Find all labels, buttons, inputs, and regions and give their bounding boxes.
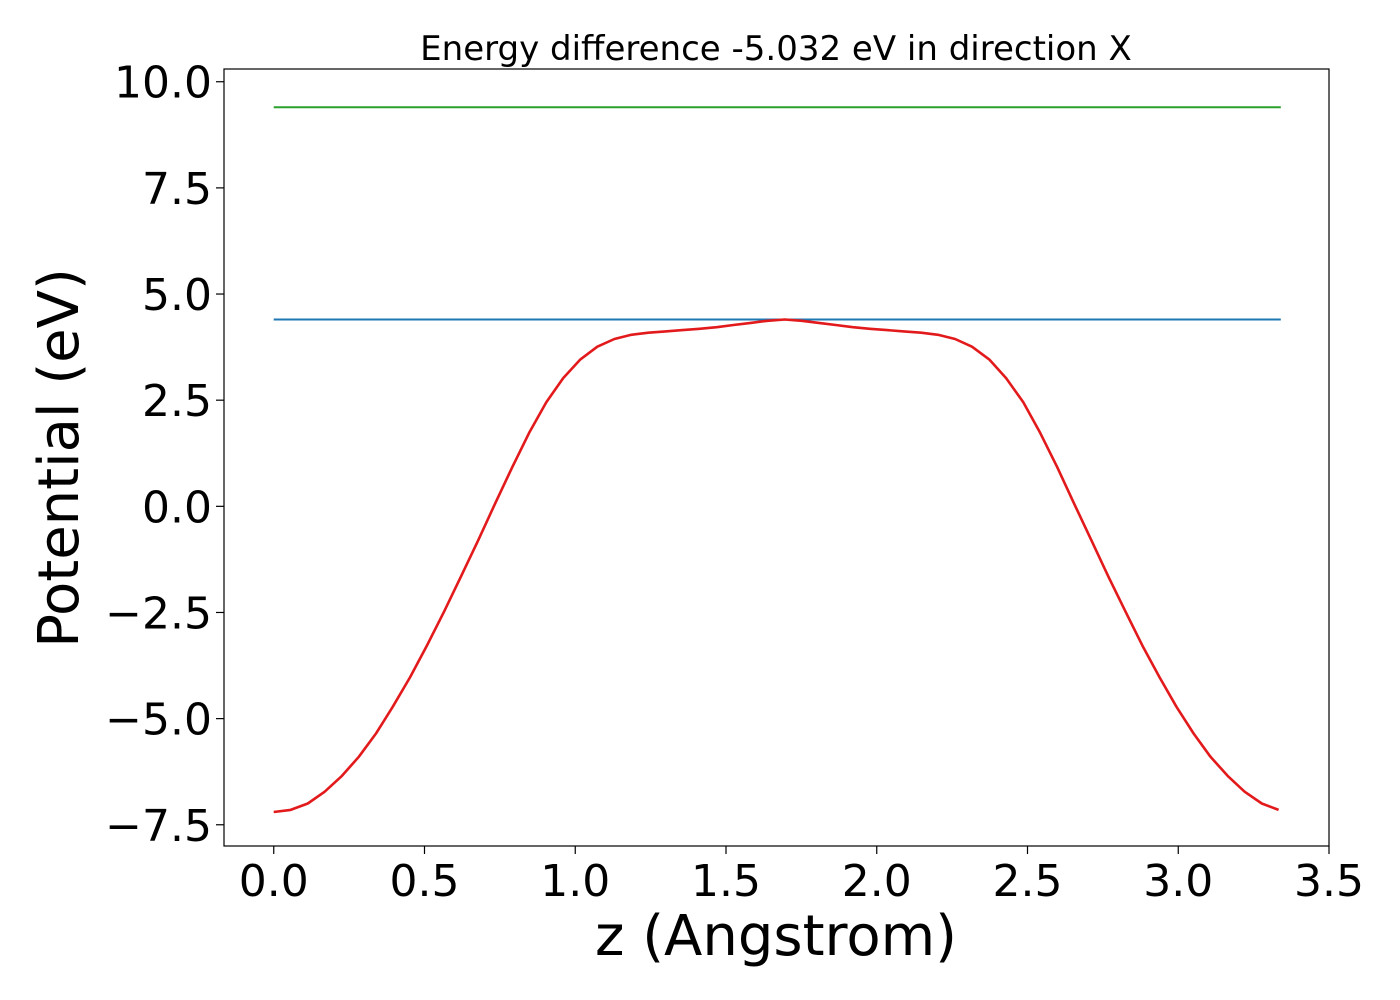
x-tick-label: 1.0 (540, 856, 610, 907)
plot-lines (273, 106, 1281, 814)
y-axis-label: Potential (eV) (27, 268, 92, 648)
x-axis-label: z (Angstrom) (595, 904, 957, 969)
series-line-3 (273, 318, 1280, 814)
y-tick-label: −5.0 (105, 695, 212, 746)
x-tick-label: 0.5 (390, 856, 460, 907)
y-tick-label: 10.0 (114, 58, 212, 109)
plot-frame (223, 68, 1330, 847)
x-tick-label: 1.5 (691, 856, 761, 907)
y-tick-label: −7.5 (105, 801, 212, 852)
y-tick-label: 5.0 (142, 270, 212, 321)
x-tick-label: 3.0 (1143, 856, 1213, 907)
y-axis-ticks: 10.0 7.5 5.0 2.5 0.0 −2.5 −5.0 −7.5 (105, 58, 224, 852)
x-tick-label: 2.5 (993, 856, 1063, 907)
y-tick-label: −2.5 (105, 588, 212, 639)
x-axis-ticks: 0.0 0.5 1.0 1.5 2.0 2.5 3.0 3.5 (239, 846, 1364, 907)
y-tick-label: 0.0 (142, 482, 212, 533)
x-tick-label: 2.0 (842, 856, 912, 907)
chart-title: Energy difference -5.032 eV in direction… (420, 29, 1132, 69)
y-tick-label: 7.5 (142, 164, 212, 215)
x-tick-label: 3.5 (1294, 856, 1364, 907)
y-tick-label: 2.5 (142, 376, 212, 427)
x-tick-label: 0.0 (239, 856, 309, 907)
